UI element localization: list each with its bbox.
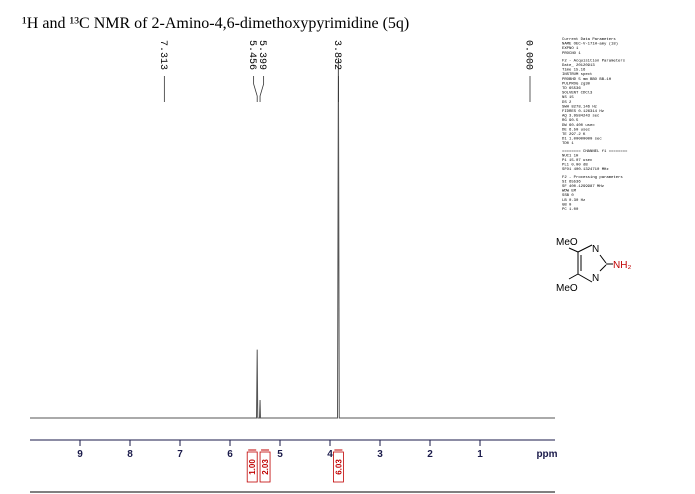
spectrum: [30, 57, 555, 419]
parameter-line: PL1 0.00 dB: [562, 163, 588, 168]
parameter-line: PROCNO 1: [562, 52, 581, 56]
parameter-line: DS 2: [562, 101, 572, 105]
parameter-line: TD 65536: [562, 87, 581, 91]
parameter-line: PROBHD 5 mm BBO BB-1H: [562, 78, 612, 82]
integral-box: [332, 451, 344, 483]
peak-label: 5.399: [256, 40, 267, 70]
peak-leader: [259, 76, 265, 102]
structure-label: MeO: [556, 237, 578, 248]
parameter-line: NAME OEC-V-171H-amy (18): [562, 42, 618, 47]
x-axis-label: ppm: [536, 449, 557, 460]
x-tick-label: 7: [177, 449, 183, 460]
peak-label: 5.456: [246, 40, 257, 70]
parameter-line: NS 15: [562, 96, 574, 100]
parameter-line: INSTRUM spect: [562, 73, 592, 77]
parameter-line: P1 15.07 usec: [562, 159, 593, 163]
x-tick-label: 5: [277, 449, 283, 460]
integral-box: [259, 451, 271, 483]
parameter-line: SFO1 400.1324710 MHz: [562, 168, 609, 172]
parameter-line: WDW EM: [562, 190, 577, 194]
structure-label: MeO: [556, 283, 578, 294]
bond: [577, 273, 593, 283]
parameter-line: SOLVENT CDCl3: [562, 91, 593, 96]
parameter-line: AQ 3.9584243 sec: [562, 115, 600, 119]
x-tick-label: 3: [377, 449, 383, 460]
parameter-line: PULPROG zg30: [562, 82, 591, 86]
parameter-line: Current Data Parameters: [562, 38, 616, 42]
peak-label: 0.000: [523, 40, 534, 70]
parameter-line: DW 60.400 usec: [562, 124, 595, 128]
parameter-line: F2 - Processing parameters: [562, 175, 623, 180]
parameter-line: RG 90.5: [562, 119, 579, 123]
x-tick-label: 6: [227, 449, 233, 460]
bond: [568, 247, 579, 253]
parameter-line: DE 6.50 usec: [562, 128, 591, 132]
structure-label: N: [592, 273, 599, 284]
peak-label: 7.313: [157, 40, 168, 70]
parameter-line: PC 1.00: [562, 208, 579, 212]
parameter-line: Date_ 20120913: [562, 64, 595, 68]
peak-leader: [253, 76, 258, 102]
x-tick-label: 2: [427, 449, 433, 460]
parameter-line: GB 0: [562, 203, 572, 207]
bond: [577, 244, 593, 253]
bond: [599, 254, 607, 264]
parameter-line: F2 - Acquisition Parameters: [562, 58, 626, 63]
x-tick-label: 8: [127, 449, 133, 460]
structure-label: N: [592, 244, 599, 255]
parameter-line: ======== CHANNEL f1 ========: [562, 149, 628, 154]
structure: [568, 244, 613, 283]
integral-label: 6.03: [334, 459, 343, 475]
chart-title: ¹H and ¹³C NMR of 2-Amino-4,6-dimethoxyp…: [22, 15, 409, 32]
parameter-line: TD0 1: [562, 142, 574, 146]
parameter-line: SI 65536: [562, 180, 581, 184]
integral-box: [246, 451, 258, 483]
integral-label: 1.00: [248, 459, 257, 475]
parameter-line: Time 15.16: [562, 68, 586, 73]
integral-label: 2.03: [261, 459, 270, 475]
x-tick-label: 9: [77, 449, 83, 460]
bond: [599, 264, 607, 272]
x-tick-label: 4: [327, 449, 333, 460]
parameter-line: EXPNO 1: [562, 47, 579, 51]
parameter-line: NUC1 1H: [562, 154, 579, 158]
parameter-line: LB 0.30 Hz: [562, 199, 586, 203]
parameter-line: D1 1.00000000 sec: [562, 138, 602, 142]
parameter-line: SSB 0: [562, 194, 574, 198]
parameter-line: SF 400.1299987 MHz: [562, 185, 605, 189]
parameter-line: FIDRES 0.126314 Hz: [562, 110, 605, 114]
bond: [568, 273, 579, 280]
structure-label: NH₂: [613, 260, 631, 271]
parameter-line: SWH 8278.146 Hz: [562, 105, 598, 109]
x-tick-label: 1: [477, 449, 483, 460]
peak-label: 3.832: [331, 40, 342, 70]
parameter-line: TE 297.2 K: [562, 133, 586, 137]
